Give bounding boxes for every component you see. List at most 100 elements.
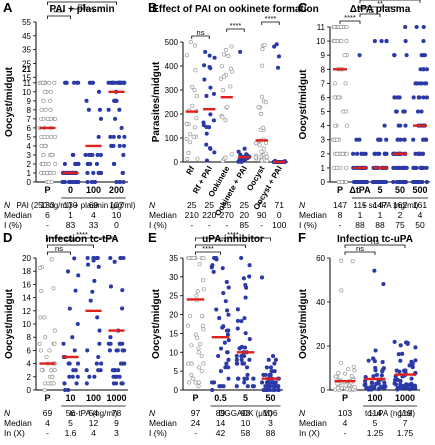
- stats-cell: 161: [413, 200, 427, 210]
- data-point: [220, 266, 225, 271]
- data-point: [245, 384, 250, 389]
- data-point: [339, 258, 344, 263]
- y-tick-label: 10: [22, 320, 31, 329]
- data-point: [216, 354, 221, 359]
- data-point: [263, 384, 268, 389]
- data-point: [92, 179, 98, 185]
- y-tick-label: 5: [27, 133, 32, 142]
- data-point: [193, 68, 198, 73]
- data-point: [190, 85, 195, 90]
- data-point: [275, 65, 281, 70]
- data-point: [197, 262, 202, 267]
- data-point: [412, 383, 417, 388]
- data-point: [74, 179, 79, 185]
- data-point: [383, 151, 388, 156]
- data-point: [122, 348, 127, 353]
- data-point: [245, 372, 250, 377]
- data-point: [192, 125, 197, 130]
- data-point: [53, 134, 58, 139]
- stats-cell: 74: [257, 200, 267, 210]
- data-point: [238, 49, 243, 54]
- data-point: [234, 361, 239, 366]
- data-point: [39, 143, 44, 148]
- stats-cell: 119: [398, 408, 412, 418]
- stats-cell: 0: [114, 220, 119, 230]
- data-point: [344, 123, 349, 128]
- data-point: [396, 352, 401, 357]
- y-tick-label: 11: [23, 79, 32, 88]
- data-point: [94, 361, 99, 366]
- significance-bracket: [261, 21, 280, 25]
- panel-letter: F: [298, 230, 306, 245]
- data-point: [229, 44, 234, 49]
- data-point: [108, 335, 113, 340]
- data-point: [339, 288, 344, 293]
- data-point: [372, 268, 377, 273]
- stats-cell: 54: [89, 408, 99, 418]
- data-point: [208, 112, 213, 117]
- data-point: [236, 376, 241, 381]
- y-tick-label: 500: [165, 38, 179, 47]
- data-point: [191, 255, 196, 261]
- significance-bracket: [359, 0, 421, 3]
- data-point: [260, 380, 265, 385]
- stats-cell: -: [260, 220, 263, 230]
- x-category-label: 0: [68, 185, 73, 195]
- data-point: [75, 321, 80, 327]
- data-point: [108, 284, 114, 289]
- significance-label: ****: [265, 14, 277, 23]
- data-point: [70, 374, 75, 379]
- data-point: [75, 161, 80, 167]
- data-point: [218, 369, 223, 374]
- stats-cell: 88: [375, 220, 385, 230]
- data-point: [247, 263, 252, 268]
- y-tick-label: 0: [27, 178, 32, 187]
- significance-label: *: [81, 0, 84, 3]
- y-tick-label: 0: [321, 178, 326, 187]
- data-point: [196, 384, 201, 389]
- data-point: [409, 385, 414, 390]
- panel-title: Infection tc-tPA: [45, 234, 118, 245]
- data-point: [42, 381, 47, 386]
- data-point: [46, 179, 51, 185]
- stats-cell: 1.75: [397, 428, 414, 438]
- data-point: [201, 278, 206, 283]
- data-point: [335, 39, 340, 44]
- data-point: [218, 346, 224, 351]
- data-point: [405, 384, 410, 389]
- data-point: [50, 374, 55, 379]
- data-point: [401, 385, 406, 390]
- data-point: [392, 381, 397, 386]
- data-point: [226, 53, 231, 59]
- data-point: [187, 313, 193, 318]
- y-tick-label: 1: [321, 164, 326, 173]
- y-tick-label: 6: [321, 93, 326, 102]
- data-point: [204, 124, 209, 130]
- data-point: [382, 179, 387, 185]
- y-tick-label: 18: [22, 267, 31, 276]
- data-point: [332, 81, 337, 86]
- stats-cell: 25: [222, 200, 232, 210]
- stats-cell: 83: [66, 220, 76, 230]
- data-point: [185, 157, 190, 162]
- data-point: [256, 105, 261, 110]
- data-point: [47, 80, 52, 85]
- data-point: [224, 361, 229, 366]
- stats-row-label: I (%): [4, 220, 22, 230]
- data-point: [403, 123, 408, 128]
- y-tick-label: 20: [22, 254, 31, 263]
- stats-row-label: Median: [299, 210, 327, 220]
- data-point: [209, 380, 215, 385]
- data-point: [417, 151, 422, 156]
- data-point: [52, 341, 57, 346]
- data-point: [201, 287, 206, 292]
- data-point: [225, 308, 230, 313]
- data-point: [85, 255, 90, 261]
- y-tick-label: 1: [27, 169, 32, 178]
- data-point: [221, 74, 227, 79]
- data-point: [201, 123, 206, 128]
- data-point: [410, 365, 415, 370]
- y-tick-label: 12: [22, 307, 31, 316]
- data-point: [95, 315, 100, 320]
